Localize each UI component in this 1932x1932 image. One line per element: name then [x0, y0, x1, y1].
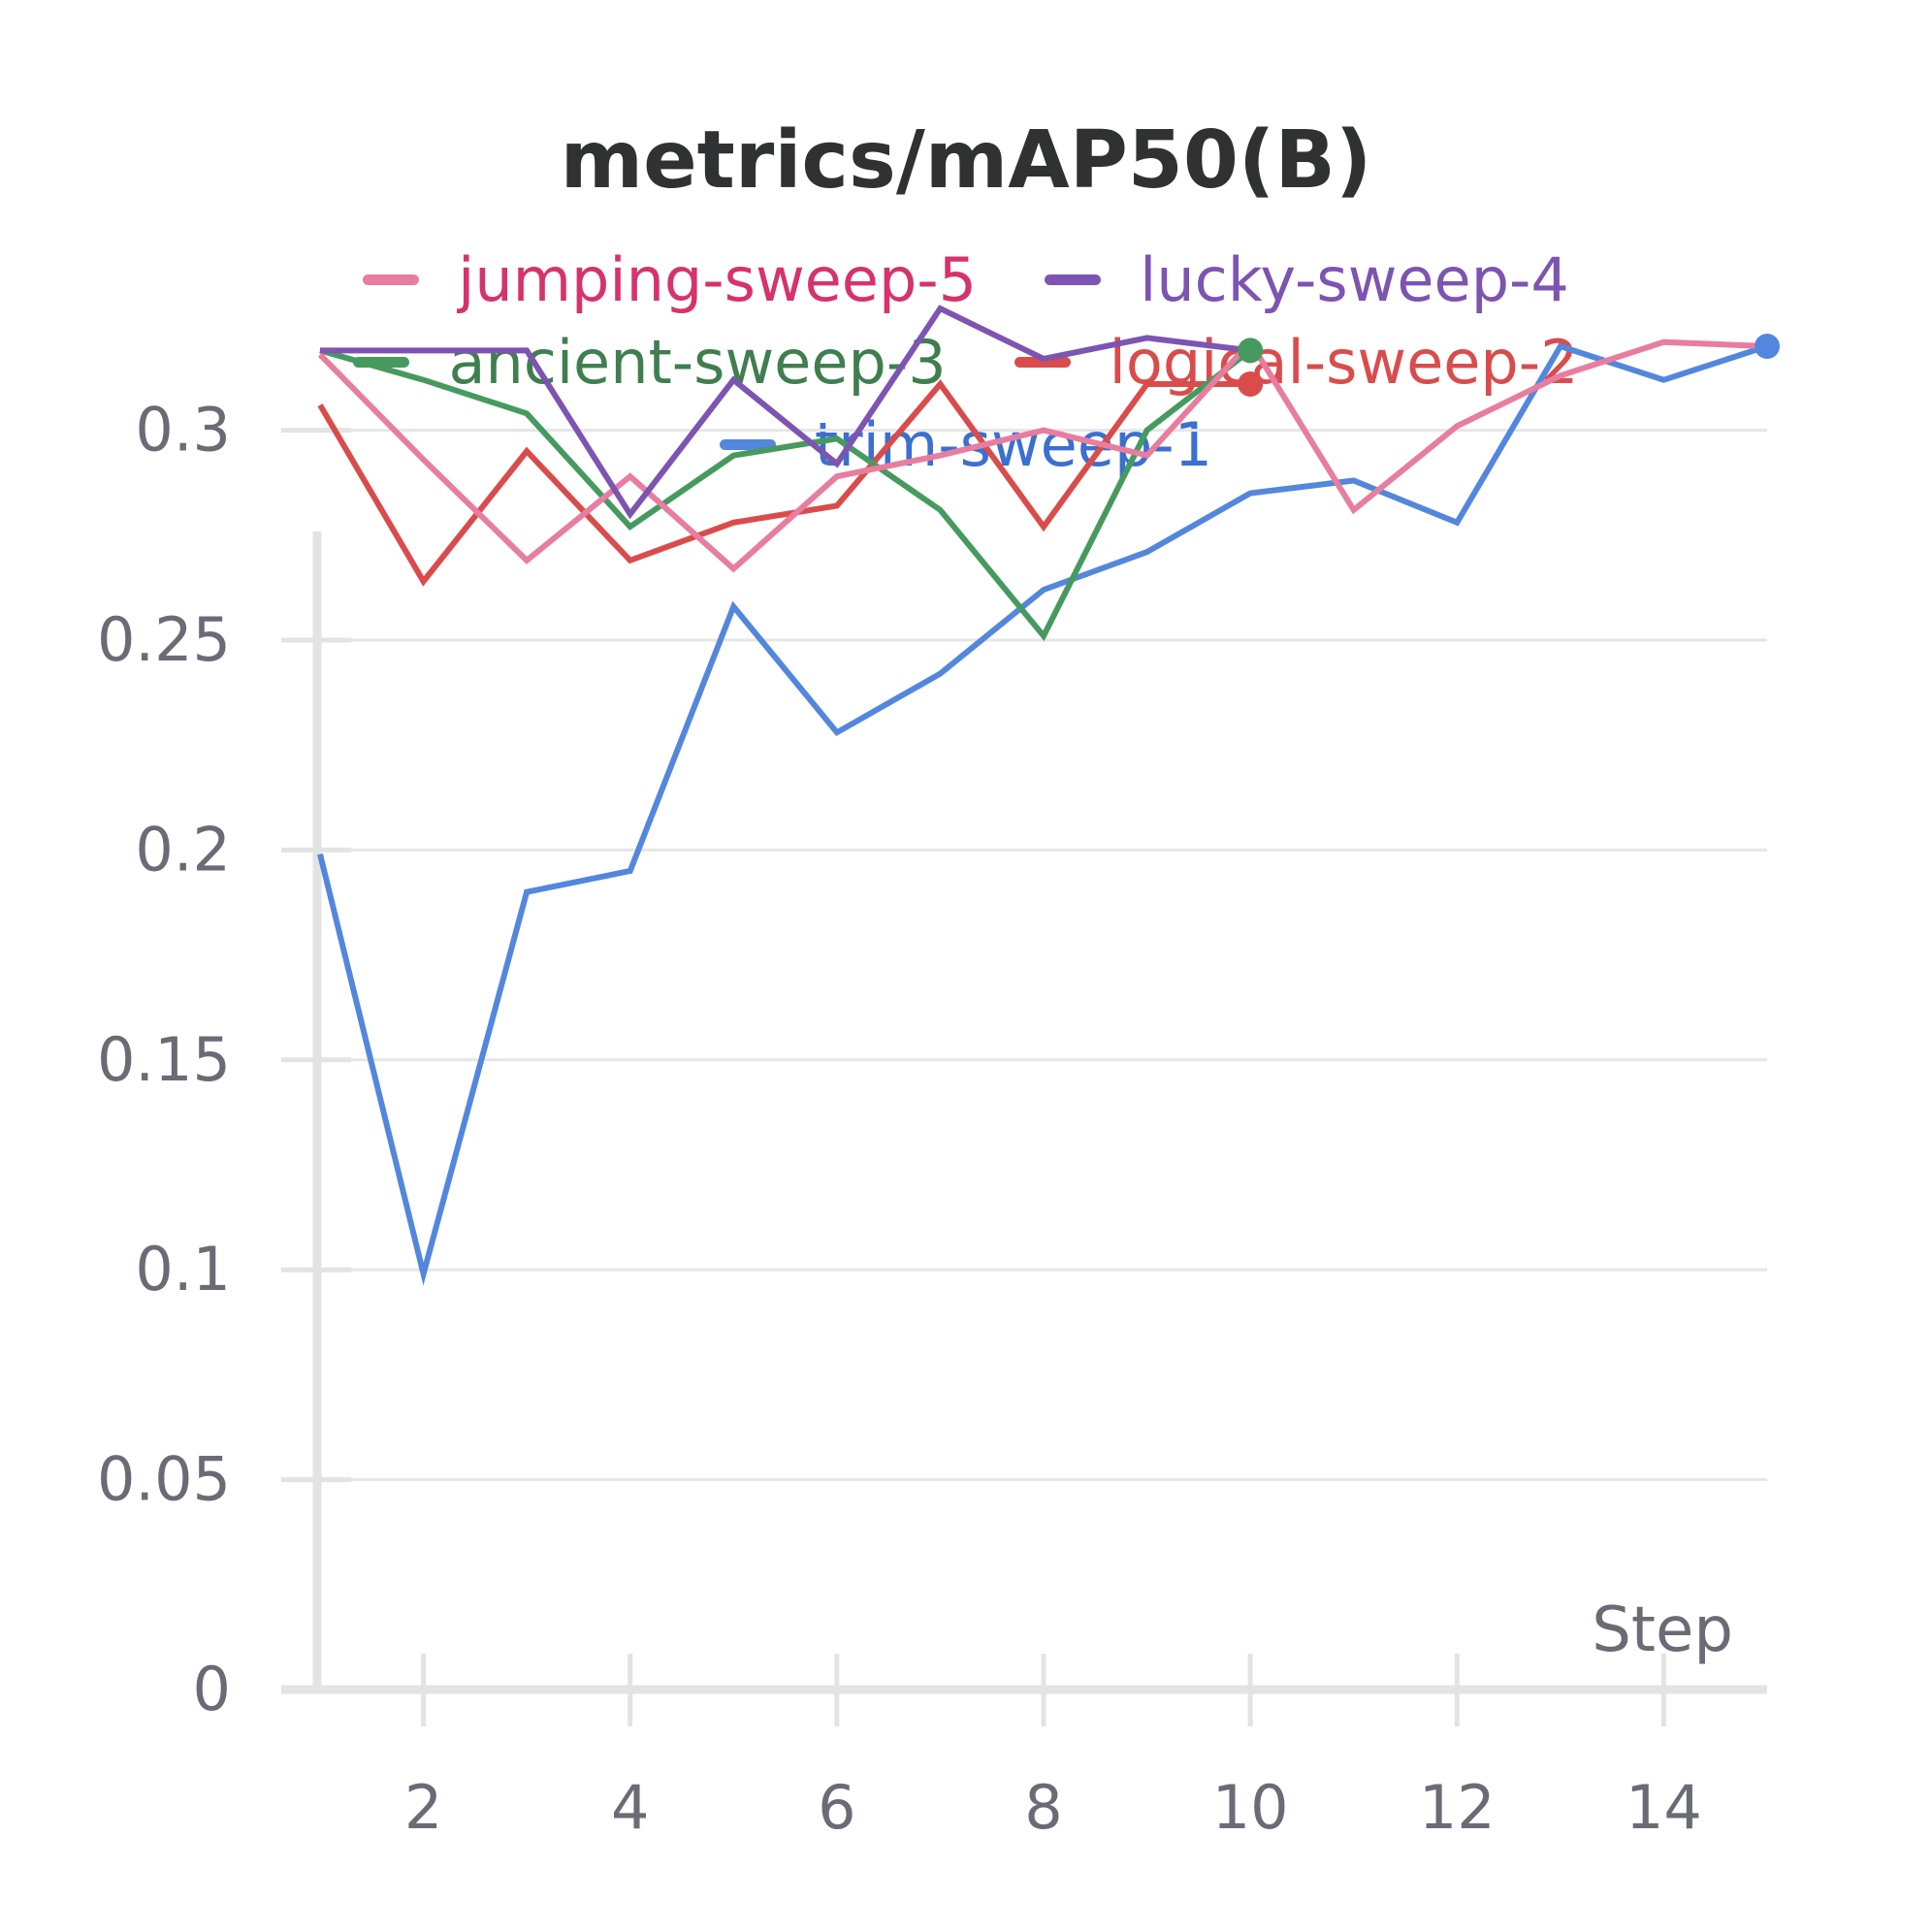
x-tick-label: 4	[611, 1772, 649, 1843]
series-line-lucky-sweep-4	[320, 305, 1251, 520]
legend-label: lucky-sweep-4	[1140, 244, 1569, 315]
series-end-marker-trim-sweep-1	[1755, 334, 1780, 360]
axes	[281, 428, 1767, 1726]
y-tick-label: 0	[193, 1654, 231, 1724]
y-tick-label: 0.3	[135, 395, 231, 466]
x-tick-label: 14	[1626, 1772, 1702, 1843]
legend-swatch	[353, 357, 410, 368]
legend-label: jumping-sweep-5	[458, 244, 978, 315]
series-line-ancient-sweep-3	[319, 347, 1252, 642]
x-tick-label: 8	[1024, 1772, 1062, 1843]
x-tick-label: 12	[1419, 1772, 1496, 1843]
legend-swatch	[719, 439, 776, 450]
series-end-marker-ancient-sweep-3	[1238, 338, 1264, 364]
y-tick-label: 0.25	[97, 604, 231, 675]
chart-title: metrics/mAP50(B)	[560, 114, 1372, 207]
y-tick-label: 0.1	[135, 1234, 231, 1304]
legend-row-2: ancient-sweep-3 logical-sweep-2	[0, 327, 1932, 398]
x-tick-label: 2	[404, 1772, 442, 1843]
legend-item-jumping-sweep-5[interactable]: jumping-sweep-5	[363, 244, 977, 315]
series-end-marker-logical-sweep-2	[1238, 370, 1264, 397]
y-tick-label: 0.15	[97, 1024, 231, 1095]
legend-swatch	[1014, 357, 1071, 368]
y-tick-label: 0.2	[135, 814, 231, 885]
legend-swatch	[363, 274, 420, 285]
legend-item-lucky-sweep-4[interactable]: lucky-sweep-4	[1045, 244, 1569, 315]
series-lines	[317, 305, 1780, 1286]
tick-labels: 0 0.05 0.1 0.15 0.2 0.25 0.3 2 4 6 8 10 12 14	[97, 395, 1702, 1843]
y-tick-label: 0.05	[97, 1444, 231, 1515]
x-tick-label: 6	[818, 1772, 855, 1843]
x-axis-title: Step	[1592, 1594, 1733, 1666]
x-tick-label: 10	[1212, 1772, 1289, 1843]
series-line-jumping-sweep-5	[317, 337, 1768, 573]
legend-swatch	[1045, 274, 1102, 285]
legend-row-1: jumping-sweep-5 lucky-sweep-4	[0, 244, 1932, 315]
series-line-trim-sweep-1	[317, 342, 1768, 1286]
series-line-logical-sweep-2	[317, 379, 1251, 587]
